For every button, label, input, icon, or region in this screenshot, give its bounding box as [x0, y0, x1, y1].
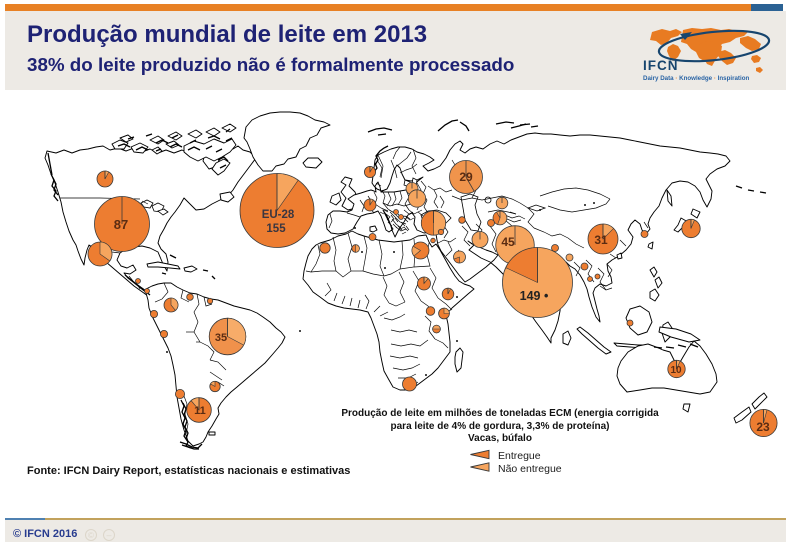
svg-text:29: 29 [459, 170, 473, 184]
svg-text:IFCN: IFCN [643, 58, 679, 73]
svg-text:10: 10 [670, 365, 682, 376]
svg-text:23: 23 [756, 420, 770, 434]
svg-text:EU-28: EU-28 [262, 209, 295, 221]
svg-text:149 •: 149 • [520, 289, 549, 303]
svg-text:Dairy Data · Knowledge · Inspi: Dairy Data · Knowledge · Inspiration [643, 75, 749, 82]
svg-text:31: 31 [594, 233, 608, 247]
svg-text:87: 87 [114, 217, 128, 232]
svg-text:11: 11 [194, 405, 206, 417]
svg-text:35: 35 [215, 332, 227, 344]
svg-text:155: 155 [266, 223, 286, 235]
svg-text:45: 45 [501, 235, 515, 249]
